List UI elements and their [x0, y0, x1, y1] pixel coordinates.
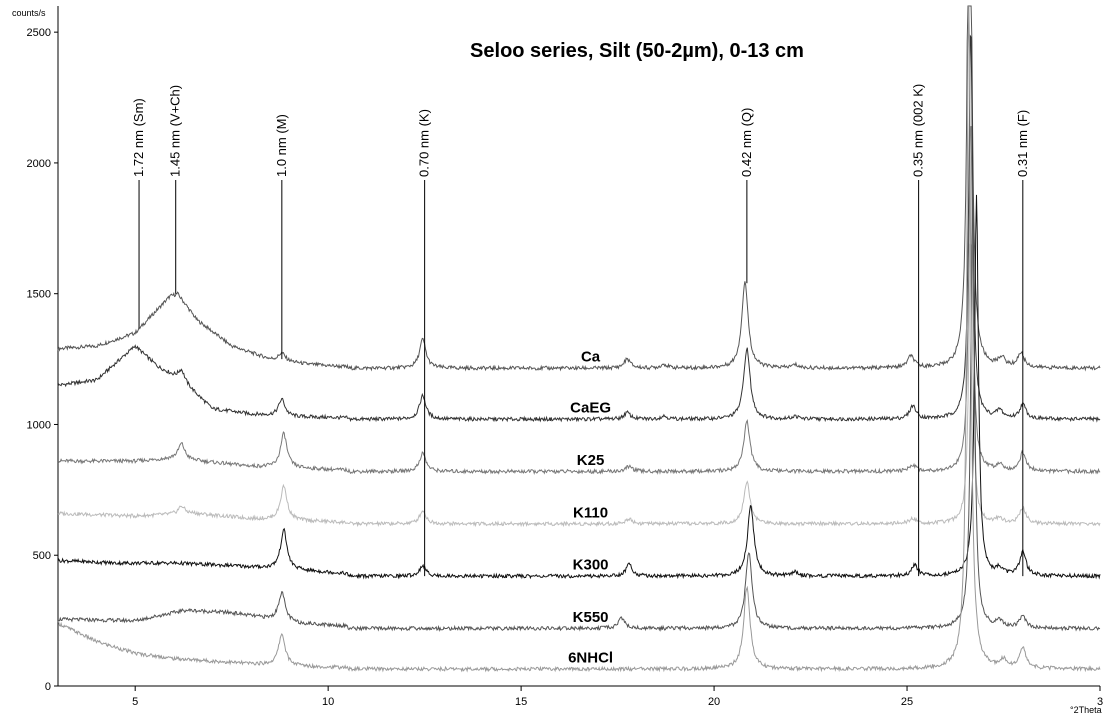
- x-tick-label: 5: [132, 696, 138, 708]
- y-tick-label: 1500: [27, 289, 51, 301]
- series-line-k550: [57, 196, 1101, 632]
- peak-marker-label: 0.31 nm (F): [1015, 110, 1030, 177]
- peak-marker-label: 0.70 nm (K): [417, 109, 432, 177]
- x-axis-label: °2Theta: [1070, 705, 1102, 715]
- peak-marker-label: 0.35 nm (002 K): [911, 84, 926, 177]
- x-tick-label: 10: [322, 696, 334, 708]
- y-tick-label: 500: [33, 550, 51, 562]
- series-line-k300: [57, 194, 1101, 580]
- y-axis-label: counts/s: [12, 8, 46, 18]
- series-line-k110: [57, 243, 1101, 528]
- y-tick-label: 0: [45, 681, 51, 693]
- series-labels: Ca CaEG K25 K110 K300 K550 6NHCl: [568, 349, 613, 667]
- x-tick-label: 15: [515, 696, 527, 708]
- series-line-ca: [57, 5, 1101, 372]
- x-tick-label: 25: [901, 696, 913, 708]
- y-tick-label: 2000: [27, 158, 51, 170]
- peak-marker-label: 0.42 nm (Q): [739, 108, 754, 177]
- series-label-ca: Ca: [581, 349, 601, 366]
- chart-title: Seloo series, Silt (50-2µm), 0-13 cm: [470, 40, 804, 62]
- series-label-caeg: CaEG: [570, 400, 611, 417]
- series-label-6nhcl: 6NHCl: [568, 649, 613, 666]
- series-layer: [57, 5, 1101, 673]
- peak-marker-label: 1.72 nm (Sm): [131, 98, 146, 177]
- series-line-6nhcl: [57, 5, 1101, 673]
- series-line-k25: [57, 125, 1101, 475]
- series-label-k300: K300: [573, 557, 609, 574]
- peak-markers: 1.72 nm (Sm) 1.45 nm (V+Ch) 1.0 nm (M) 0.70…: [131, 84, 1030, 577]
- x-tick-label: 20: [708, 696, 720, 708]
- peak-marker-label: 1.0 nm (M): [274, 114, 289, 177]
- y-tick-label: 2500: [27, 27, 51, 39]
- x-tick-label: 3: [1097, 696, 1103, 708]
- axes: 0 500 1000 1500 2000 2500 5 10 15 20 25 3: [27, 6, 1103, 708]
- series-label-k550: K550: [573, 609, 609, 626]
- series-label-k25: K25: [577, 452, 605, 469]
- series-line-caeg: [57, 34, 1101, 423]
- y-tick-label: 1000: [27, 419, 51, 431]
- series-label-k110: K110: [573, 504, 608, 521]
- peak-marker-label: 1.45 nm (V+Ch): [168, 85, 183, 177]
